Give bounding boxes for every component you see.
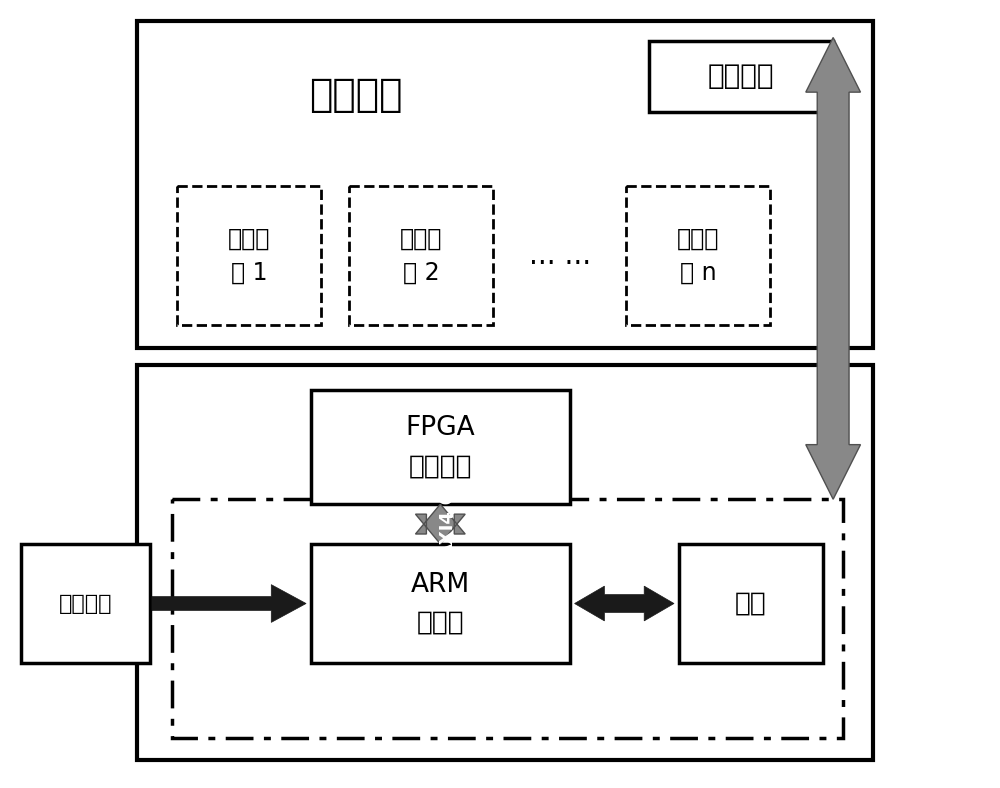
Text: ARM
处理器: ARM 处理器 [411, 571, 470, 635]
Polygon shape [415, 504, 465, 544]
Bar [649, 40, 833, 112]
Text: ... ...: ... ... [529, 242, 591, 270]
Bar [177, 187, 321, 325]
Bar [137, 20, 873, 348]
Bar [172, 500, 843, 738]
Bar [349, 187, 493, 325]
Bar [21, 544, 150, 663]
Polygon shape [152, 585, 306, 623]
Bar [137, 365, 873, 760]
Text: 存储结
点 n: 存储结 点 n [677, 227, 720, 284]
Text: 存储单元: 存储单元 [309, 76, 403, 114]
Text: 存储结
点 2: 存储结 点 2 [400, 227, 442, 284]
Bar [311, 544, 570, 663]
Bar [626, 187, 770, 325]
Text: 存储结
点 1: 存储结 点 1 [228, 227, 270, 284]
Bar [311, 390, 570, 504]
Polygon shape [806, 38, 860, 500]
Polygon shape [575, 586, 674, 621]
Text: 存储介质: 存储介质 [708, 62, 774, 91]
Text: 内存: 内存 [735, 590, 767, 616]
Bar [679, 544, 823, 663]
Text: FPGA
协处理器: FPGA 协处理器 [406, 415, 475, 479]
Text: AXI4.0: AXI4.0 [439, 491, 457, 557]
Text: 用户请求: 用户请求 [59, 593, 112, 614]
